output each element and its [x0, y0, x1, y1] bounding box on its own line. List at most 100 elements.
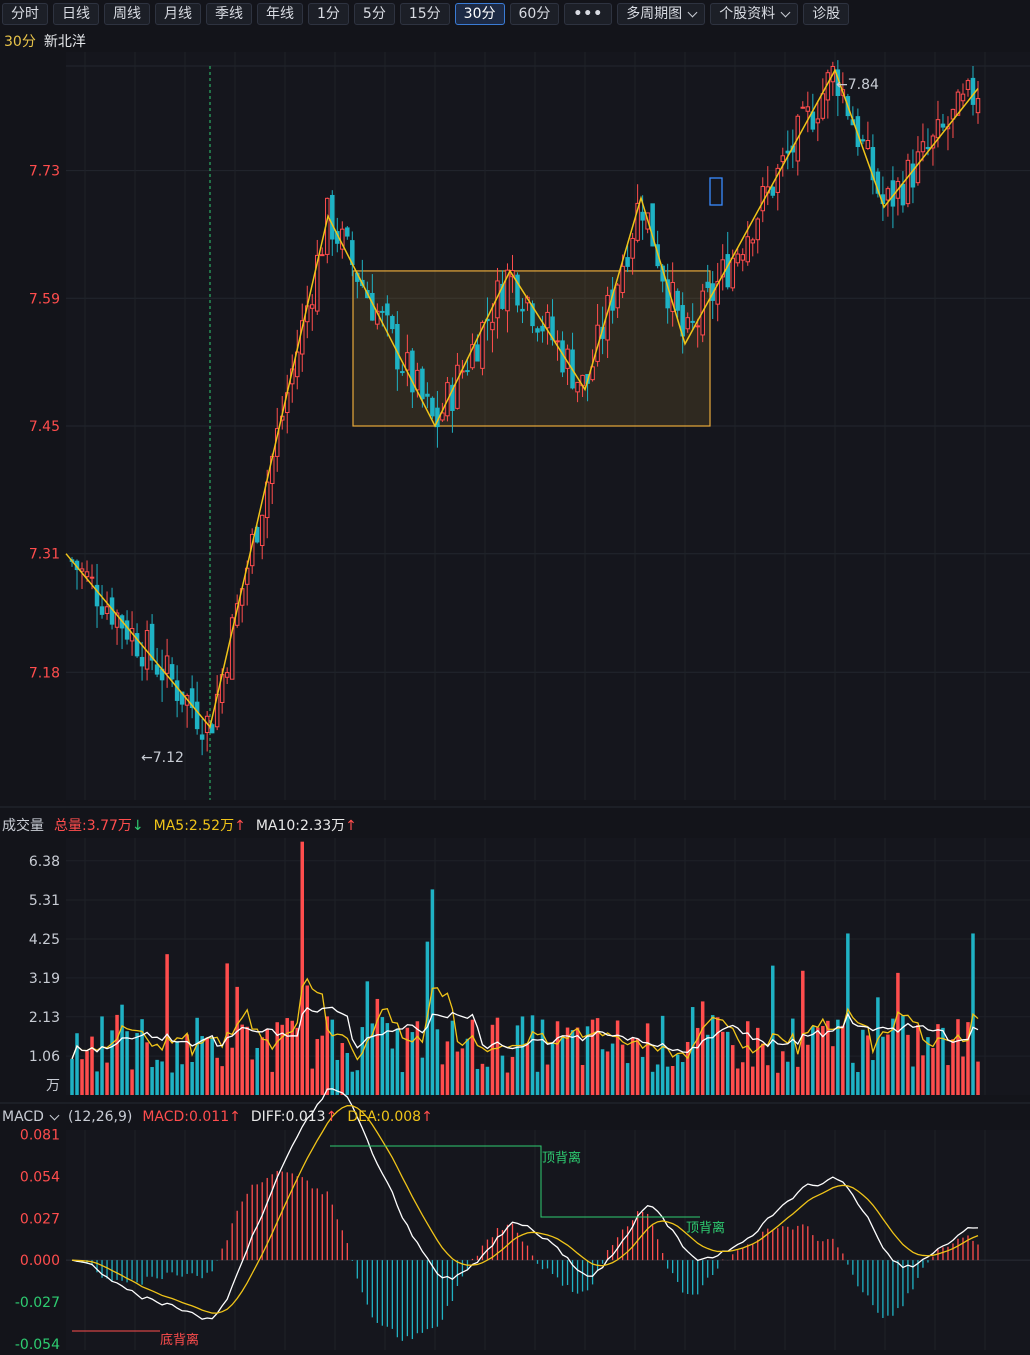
more-button[interactable]: ••• [564, 3, 613, 25]
volume-total: 总量:3.77万 [54, 818, 132, 834]
volume-bar [735, 1068, 740, 1095]
volume-bar [931, 1048, 935, 1095]
volume-bar [761, 1043, 765, 1095]
stock-info-dropdown[interactable]: 个股资料 [710, 3, 799, 25]
volume-bar [776, 1072, 780, 1095]
candle-body [625, 257, 630, 267]
diagnose-button[interactable]: 诊股 [803, 3, 850, 25]
macd-tick-label: 0.081 [20, 1128, 60, 1144]
volume-bar [946, 1065, 950, 1095]
candle-body [94, 584, 100, 607]
dea-value: DEA:0.008 [347, 1109, 422, 1125]
tab-monthly[interactable]: 月线 [155, 3, 201, 25]
candle-body [715, 280, 720, 305]
volume-ma10: MA10:2.33万 [255, 818, 346, 834]
candle-body [410, 350, 415, 393]
volume-bar [350, 1071, 355, 1095]
volume-bar [615, 1020, 620, 1095]
macd-params: (12,26,9) [67, 1109, 133, 1125]
volume-bar [831, 1046, 835, 1095]
volume-bar [490, 1024, 495, 1095]
tab-yearly[interactable]: 年线 [257, 3, 303, 25]
volume-bar [415, 1021, 420, 1095]
candle-body [500, 283, 505, 309]
candle-body [169, 664, 175, 680]
tab-60min[interactable]: 60分 [509, 3, 560, 25]
volume-bar [95, 1071, 99, 1095]
tab-1min[interactable]: 1分 [308, 3, 349, 25]
volume-bar [886, 1034, 890, 1095]
tab-5min[interactable]: 5分 [353, 3, 395, 25]
volume-bar [150, 1067, 154, 1095]
volume-bar [690, 1007, 695, 1095]
volume-bar [695, 1027, 700, 1095]
tab-weekly[interactable]: 周线 [104, 3, 150, 25]
candle-body [440, 412, 445, 421]
volume-bar [100, 1016, 104, 1095]
candle-body [114, 612, 120, 628]
tab-30min[interactable]: 30分 [454, 3, 505, 25]
candle-body [420, 368, 425, 400]
volume-bar [585, 1026, 590, 1095]
candle-body [865, 140, 871, 150]
volume-bar [410, 1032, 415, 1095]
volume-bar [791, 1018, 795, 1095]
candle-body [780, 155, 786, 163]
candle-body [99, 606, 105, 615]
top-divergence-label: 顶背离 [542, 1150, 581, 1166]
candle-body [134, 633, 140, 657]
volume-bar [720, 1031, 725, 1095]
volume-bar [375, 998, 380, 1095]
candle-body [915, 151, 921, 184]
volume-bar [225, 963, 229, 1095]
macd-tick-label: -0.027 [15, 1295, 60, 1311]
candle-body [164, 655, 170, 674]
volume-tick-label: 3.19 [29, 971, 60, 987]
volume-bar [75, 1033, 79, 1095]
tab-15min[interactable]: 15分 [399, 3, 450, 25]
volume-bar [956, 1019, 960, 1095]
volume-bar [310, 1068, 315, 1095]
volume-bar [90, 1036, 94, 1095]
volume-bar [125, 1031, 129, 1095]
selected-candle-marker [709, 177, 723, 206]
volume-bar [941, 1027, 945, 1095]
candle-body [955, 91, 961, 116]
candle-body [595, 324, 600, 362]
candle-body [910, 163, 916, 188]
volume-ma5: MA5:2.52万 [153, 818, 235, 834]
indicator-select[interactable]: MACD [2, 1109, 60, 1125]
multi-period-dropdown[interactable]: 多周期图 [617, 3, 706, 25]
candle-body [199, 734, 205, 740]
arrow-up-icon: ↑ [325, 1109, 338, 1125]
volume-bar [355, 1070, 360, 1095]
volume-bar [745, 1021, 750, 1095]
candle-body [390, 316, 395, 330]
volume-bar [320, 1035, 325, 1095]
volume-bar [190, 1061, 194, 1095]
volume-bar [85, 1051, 89, 1095]
volume-bar [600, 1049, 605, 1095]
volume-bar [851, 1062, 855, 1095]
candle-body [775, 167, 781, 193]
macd-tick-label: 0.000 [20, 1253, 60, 1269]
volume-bar [250, 1059, 254, 1095]
tab-daily[interactable]: 日线 [53, 3, 99, 25]
period-label: 30分 [4, 34, 36, 50]
arrow-up-icon: ↑ [421, 1109, 433, 1125]
volume-bar [285, 1018, 289, 1095]
candle-body [815, 118, 821, 124]
tab-intraday[interactable]: 分时 [2, 3, 48, 25]
candle-body [615, 284, 620, 309]
volume-bar [495, 1017, 500, 1095]
candle-body [720, 259, 725, 278]
volume-bar [570, 1030, 575, 1095]
volume-bar [265, 1028, 269, 1095]
volume-bar [936, 1024, 940, 1095]
tab-quarterly[interactable]: 季线 [206, 3, 252, 25]
candle-body [730, 257, 735, 289]
candle-body [975, 98, 981, 114]
volume-bar [560, 1035, 565, 1095]
volume-bar [540, 1019, 545, 1095]
volume-tick-label: 5.31 [29, 893, 60, 909]
